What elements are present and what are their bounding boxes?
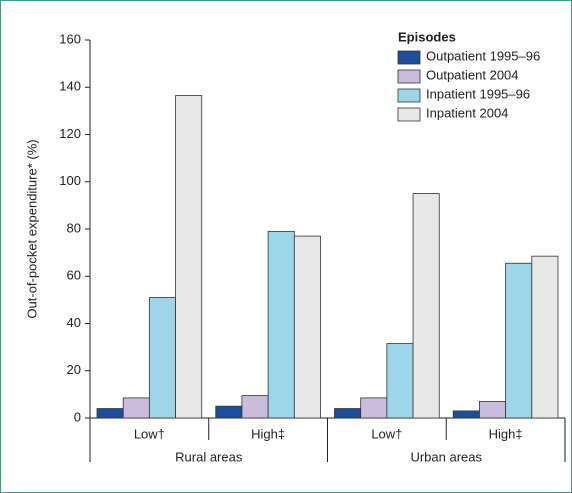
legend-title: Episodes (398, 29, 456, 44)
y-tick-label: 20 (67, 362, 81, 377)
bar (531, 255, 559, 419)
y-tick-label: 140 (59, 79, 81, 94)
legend-swatch (397, 107, 421, 122)
x-tick-label: Low† (134, 426, 165, 441)
y-tick-label: 0 (74, 409, 81, 424)
y-tick-label: 100 (59, 173, 81, 188)
legend-label: Inpatient 1995–96 (426, 86, 530, 101)
bar (386, 343, 414, 419)
legend-swatch (397, 50, 421, 65)
bar (479, 401, 507, 419)
bar (267, 230, 295, 419)
bar (293, 235, 321, 419)
bar (96, 408, 124, 419)
bar (175, 95, 203, 419)
bar (505, 262, 533, 419)
y-axis-label: Out-of-pocket expenditure* (%) (24, 139, 39, 318)
x-tick-label: High‡ (251, 426, 285, 441)
y-tick-label: 60 (67, 268, 81, 283)
bar (334, 408, 362, 419)
legend-swatch (397, 88, 421, 103)
bar (215, 405, 243, 419)
bar (241, 395, 269, 419)
bar (412, 193, 440, 419)
y-tick-label: 40 (67, 315, 81, 330)
legend-label: Inpatient 2004 (426, 105, 508, 120)
legend-swatch (397, 69, 421, 84)
group-label: Urban areas (410, 449, 482, 464)
y-tick-label: 160 (59, 31, 81, 46)
group-label: Rural areas (175, 449, 243, 464)
bar (148, 297, 176, 419)
bar (452, 410, 480, 419)
y-tick-label: 120 (59, 126, 81, 141)
x-tick-label: High‡ (489, 426, 523, 441)
bar (360, 397, 388, 419)
y-tick-label: 80 (67, 220, 81, 235)
bar (122, 397, 150, 419)
x-tick-label: Low† (371, 426, 402, 441)
legend-label: Outpatient 1995–96 (426, 48, 540, 63)
legend-label: Outpatient 2004 (426, 67, 519, 82)
